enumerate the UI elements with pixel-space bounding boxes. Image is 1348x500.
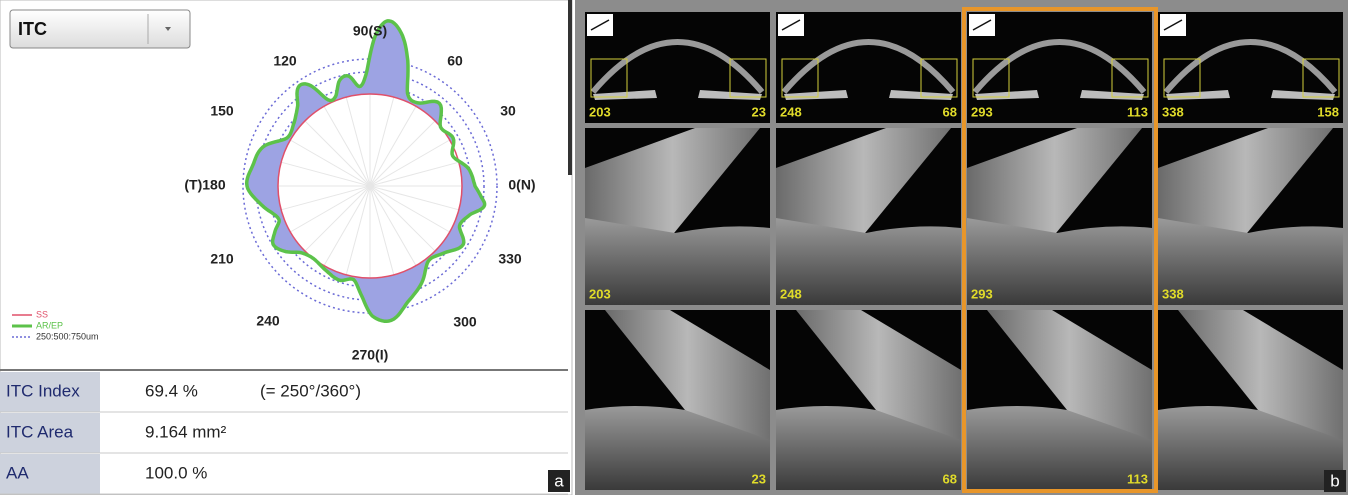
legend-label: AR/EP (36, 320, 63, 330)
legend-label: SS (36, 309, 48, 319)
table-value: 69.4 % (145, 381, 198, 400)
angle-label: 210 (210, 251, 234, 267)
angle-label: 203 (589, 286, 611, 301)
dropdown-label: ITC (18, 19, 47, 39)
panel-label: a (554, 471, 564, 490)
angle-label: 338 (1162, 286, 1184, 301)
scrollbar (568, 0, 572, 175)
figure: ITC 90(S) 60 30 0(N) 330 300 270(I) 240 210 (T)18… (0, 0, 1348, 495)
angle-label: 270(I) (352, 347, 389, 363)
angle-label: 158 (1317, 104, 1339, 119)
angle-label: 240 (256, 313, 280, 329)
table-label: ITC Area (6, 422, 74, 441)
angle-label: 120 (273, 53, 297, 69)
angle-label: 293 (971, 286, 993, 301)
angle-label: 60 (447, 53, 463, 69)
table-value: 100.0 % (145, 463, 207, 482)
angle-label: 248 (780, 104, 802, 119)
angle-label: 338 (1162, 104, 1184, 119)
angle-label: 113 (1127, 104, 1148, 119)
angle-label: 203 (589, 104, 611, 119)
angle-label: 300 (453, 314, 477, 330)
table-label: ITC Index (6, 381, 80, 400)
angle-label: (T)180 (184, 177, 225, 193)
angle-label: 0(N) (508, 177, 535, 193)
table-label: AA (6, 463, 29, 482)
angle-label: 150 (210, 103, 234, 119)
angle-label: 330 (498, 251, 522, 267)
angle-label: 68 (943, 104, 957, 119)
angle-label: 23 (752, 471, 766, 486)
panel-label: b (1330, 471, 1339, 490)
angle-label: 90(S) (353, 23, 387, 39)
table-value: (= 250°/360°) (260, 381, 361, 400)
legend-label: 250:500:750um (36, 331, 99, 341)
angle-label: 23 (752, 104, 766, 119)
angle-label: 30 (500, 103, 516, 119)
table-value: 9.164 mm² (145, 422, 227, 441)
angle-label: 68 (943, 471, 957, 486)
angle-label: 113 (1127, 471, 1148, 486)
angle-label: 248 (780, 286, 802, 301)
angle-label: 293 (971, 104, 993, 119)
